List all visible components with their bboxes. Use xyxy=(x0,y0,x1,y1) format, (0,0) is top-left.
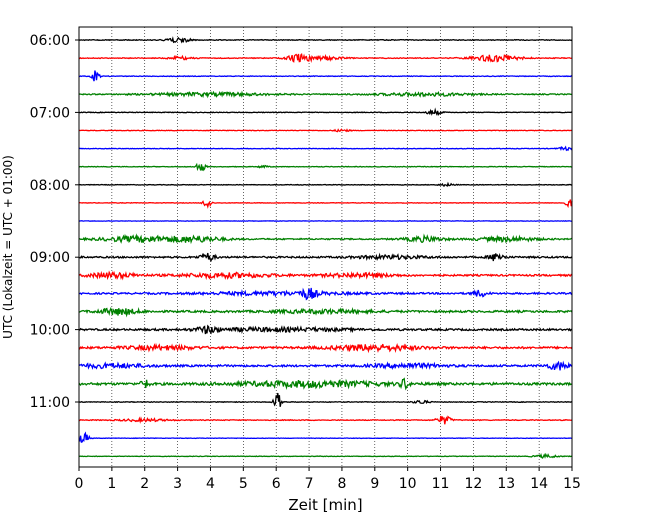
seismogram-trace xyxy=(78,252,573,263)
seismogram-trace xyxy=(78,36,573,44)
x-tick-label: 10 xyxy=(399,476,417,492)
seismogram-trace xyxy=(78,377,573,391)
seismogram-trace xyxy=(78,324,573,335)
seismogram-trace xyxy=(78,270,573,281)
x-tick-label: 6 xyxy=(272,476,281,492)
y-tick-label: 10:00 xyxy=(30,323,70,339)
seismogram-traces xyxy=(78,36,573,459)
y-axis-ticks: 06:00 07:00 08:00 09:00 10:00 11:00 xyxy=(30,33,79,411)
seismogram-trace xyxy=(78,107,573,117)
x-tick-label: 4 xyxy=(206,476,215,492)
x-tick-label: 3 xyxy=(173,476,182,492)
y-tick-label: 07:00 xyxy=(30,105,70,121)
x-axis-ticks: 0 1 2 3 4 5 6 7 8 9 10 11 12 13 14 15 xyxy=(75,467,581,492)
x-tick-label: 7 xyxy=(305,476,314,492)
grid-lines xyxy=(111,27,540,467)
x-tick-label: 8 xyxy=(337,476,346,492)
seismogram-trace xyxy=(78,392,573,407)
seismogram-trace xyxy=(78,70,573,82)
seismogram-trace xyxy=(78,431,573,444)
seismogram-trace xyxy=(78,415,573,425)
y-axis-label: UTC (Lokalzeit = UTC + 01:00) xyxy=(1,155,15,339)
y-tick-label: 09:00 xyxy=(30,250,70,266)
seismogram-trace xyxy=(78,199,573,209)
seismogram-trace xyxy=(78,128,573,133)
plot-frame xyxy=(78,26,573,468)
x-tick-label: 13 xyxy=(497,476,515,492)
seismogram-trace xyxy=(78,53,573,64)
seismogram-trace xyxy=(78,360,573,371)
seismogram-trace xyxy=(78,181,573,188)
x-tick-label: 1 xyxy=(107,476,116,492)
x-tick-label: 2 xyxy=(140,476,149,492)
x-tick-label: 9 xyxy=(370,476,379,492)
seismogram-trace xyxy=(78,145,573,152)
seismogram-trace xyxy=(78,90,573,99)
x-tick-label: 12 xyxy=(464,476,482,492)
seismogram-trace xyxy=(78,306,573,318)
seismogram-trace xyxy=(78,342,573,354)
x-tick-label: 14 xyxy=(530,476,548,492)
seismogram-trace xyxy=(78,233,573,245)
x-tick-label: 15 xyxy=(563,476,581,492)
seismogram-trace xyxy=(78,162,573,172)
seismogram-trace xyxy=(78,287,573,301)
x-axis-label: Zeit [min] xyxy=(288,496,362,514)
y-tick-label: 11:00 xyxy=(30,395,70,411)
x-tick-label: 11 xyxy=(432,476,450,492)
seismogram-trace xyxy=(78,452,573,459)
y-tick-label: 08:00 xyxy=(30,178,70,194)
y-tick-label: 06:00 xyxy=(30,33,70,49)
x-tick-label: 5 xyxy=(239,476,248,492)
x-tick-label: 0 xyxy=(75,476,84,492)
